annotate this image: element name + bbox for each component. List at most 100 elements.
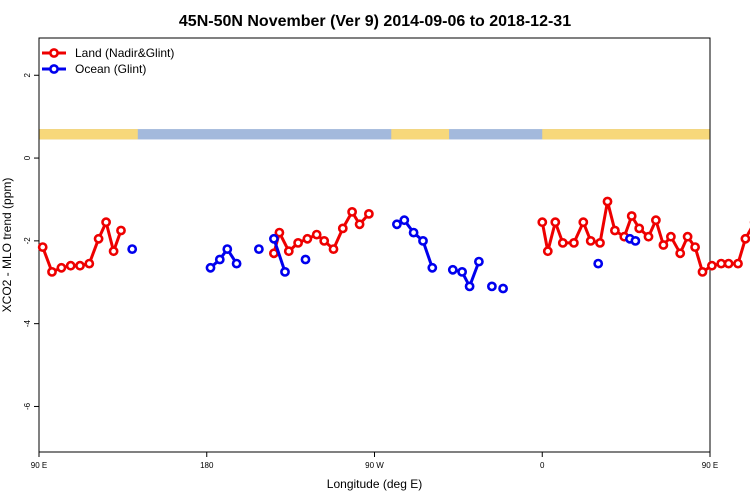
series-0-point-2-2 bbox=[550, 217, 561, 228]
series-0-point-2-8 bbox=[602, 196, 613, 207]
y-tick-label-4: -6 bbox=[23, 402, 32, 410]
series-layer bbox=[37, 196, 750, 294]
series-0-point-0-0 bbox=[37, 242, 48, 252]
series-0-point-0-8 bbox=[108, 246, 119, 257]
series-0-point-2-20 bbox=[697, 266, 708, 277]
series-0-point-2-13 bbox=[643, 231, 654, 242]
series-1-point-5-0 bbox=[391, 219, 402, 230]
series-1-point-3-1 bbox=[280, 266, 290, 277]
series-0-point-2-7 bbox=[595, 237, 605, 248]
y-axis-label: XCO2 - MLO trend (ppm) bbox=[0, 178, 14, 313]
series-0-point-2-23 bbox=[723, 258, 734, 269]
series-1-point-5-3 bbox=[418, 235, 428, 246]
x-axis: 90 E 180 90 W 0 90 E bbox=[31, 452, 718, 470]
y-tick-label-2: -2 bbox=[23, 237, 32, 245]
x-axis-label: Longitude (deg E) bbox=[327, 477, 422, 491]
series-1-point-9-0 bbox=[593, 258, 604, 269]
series-1-point-1-2 bbox=[222, 244, 233, 254]
series-0-point-0-9 bbox=[116, 225, 126, 236]
series-1 bbox=[127, 215, 641, 294]
series-0-point-2-6 bbox=[585, 235, 596, 246]
series-0-point-0-1 bbox=[47, 266, 57, 277]
series-0-point-1-9 bbox=[347, 206, 357, 217]
series-0 bbox=[37, 196, 750, 277]
x-tick-label-1: 180 bbox=[200, 461, 214, 470]
series-1-point-6-3 bbox=[473, 256, 484, 267]
land-band-2 bbox=[542, 129, 710, 140]
series-1-point-4-0 bbox=[300, 254, 311, 265]
series-1-point-8-0 bbox=[498, 283, 508, 294]
y-axis: 2 0 -2 -4 -6 bbox=[23, 72, 39, 410]
series-0-point-1-1 bbox=[274, 227, 285, 238]
land-band-0 bbox=[39, 129, 138, 140]
series-0-point-2-4 bbox=[569, 237, 579, 248]
series-0-point-1-11 bbox=[363, 208, 374, 219]
y-tick-label-0: 2 bbox=[23, 72, 32, 77]
series-1-point-1-3 bbox=[231, 258, 242, 269]
x-tick-label-3: 0 bbox=[540, 461, 545, 470]
legend-label-1: Ocean (Glint) bbox=[75, 62, 146, 76]
series-1-line-3 bbox=[272, 238, 287, 273]
series-0-point-0-5 bbox=[84, 258, 95, 269]
series-0-point-0-6 bbox=[93, 233, 104, 244]
series-0-point-2-24 bbox=[733, 258, 743, 269]
series-0-point-1-3 bbox=[293, 237, 303, 248]
legend-label-0: Land (Nadir&Glint) bbox=[75, 46, 174, 60]
series-1-line-1 bbox=[209, 247, 238, 269]
plot-frame bbox=[38, 37, 711, 453]
series-0-point-0-4 bbox=[75, 260, 85, 271]
land-ocean-strip bbox=[39, 129, 710, 140]
series-1-point-6-1 bbox=[457, 266, 467, 277]
series-0-point-2-0 bbox=[537, 217, 548, 228]
series-0-point-1-8 bbox=[337, 223, 348, 234]
chart-title: 45N-50N November (Ver 9) 2014-09-06 to 2… bbox=[179, 13, 571, 30]
land-band-1 bbox=[391, 129, 450, 140]
series-1-point-0-0 bbox=[127, 244, 138, 254]
series-0-point-2-17 bbox=[675, 248, 686, 259]
series-1-point-6-2 bbox=[464, 281, 475, 292]
series-1-point-5-4 bbox=[427, 262, 438, 273]
x-tick-label-2: 90 W bbox=[365, 461, 384, 470]
series-0-point-0-7 bbox=[101, 217, 111, 228]
series-1-point-5-1 bbox=[399, 215, 410, 226]
series-0-point-2-3 bbox=[557, 237, 568, 248]
series-0-point-2-9 bbox=[610, 225, 620, 236]
series-0-point-2-21 bbox=[707, 260, 717, 271]
y-tick-label-1: 0 bbox=[23, 155, 32, 160]
series-0-point-2-12 bbox=[634, 223, 645, 234]
series-1-point-10-1 bbox=[630, 235, 641, 246]
series-0-point-1-6 bbox=[319, 235, 330, 246]
series-0-point-1-5 bbox=[311, 229, 322, 240]
series-0-point-2-19 bbox=[690, 242, 700, 252]
series-1-point-3-0 bbox=[268, 233, 279, 244]
series-1-point-1-0 bbox=[205, 262, 216, 273]
series-0-point-1-2 bbox=[283, 246, 294, 257]
ocean-band bbox=[39, 129, 710, 140]
series-0-point-1-4 bbox=[302, 233, 313, 244]
series-0-point-2-14 bbox=[651, 215, 661, 226]
x-tick-label-4: 90 E bbox=[702, 461, 718, 470]
series-0-point-2-15 bbox=[658, 240, 669, 250]
series-0-point-1-10 bbox=[354, 219, 365, 230]
series-0-point-2-1 bbox=[542, 246, 553, 257]
series-1-point-6-0 bbox=[447, 264, 458, 275]
series-0-point-2-11 bbox=[626, 211, 637, 221]
legend-marker-1 bbox=[49, 64, 59, 74]
series-1-point-5-2 bbox=[408, 227, 419, 238]
series-0-point-2-25 bbox=[740, 233, 750, 244]
y-tick-label-3: -4 bbox=[23, 320, 32, 328]
series-0-point-2-18 bbox=[682, 231, 693, 242]
legend-marker-0 bbox=[49, 48, 59, 58]
series-0-point-0-2 bbox=[56, 262, 67, 273]
series-1-line-5 bbox=[396, 218, 434, 269]
series-0-point-0-3 bbox=[65, 260, 76, 271]
series-1-point-2-0 bbox=[253, 244, 264, 254]
series-0-point-1-7 bbox=[328, 244, 339, 254]
series-0-point-2-16 bbox=[666, 231, 676, 242]
x-tick-label-0: 90 E bbox=[31, 461, 47, 470]
series-0-point-2-5 bbox=[578, 217, 589, 228]
legend: Land (Nadir&Glint) Ocean (Glint) bbox=[42, 46, 174, 76]
series-1-point-7-0 bbox=[486, 281, 497, 292]
series-1-point-1-1 bbox=[214, 254, 225, 265]
